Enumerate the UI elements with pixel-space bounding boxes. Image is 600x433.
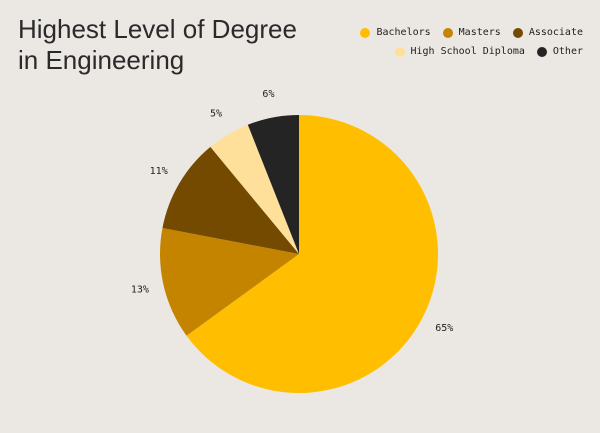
pie-label-bachelors: 65% <box>435 323 453 334</box>
pie-label-other: 6% <box>262 89 274 100</box>
pie-label-masters: 13% <box>131 285 149 296</box>
pie-slice-other <box>247 115 299 254</box>
legend-swatch-masters <box>442 27 453 38</box>
pie-slice-bachelors <box>186 115 439 394</box>
chart-title-line-1: Highest Level of Degree <box>18 14 297 44</box>
pie-slice-masters <box>159 227 299 336</box>
legend-item-bachelors: Bachelors <box>360 27 431 38</box>
pie-slice-high-school-diploma <box>210 124 299 254</box>
legend-swatch-associate <box>512 27 523 38</box>
pie-label-high-school-diploma: 5% <box>210 109 222 120</box>
legend-item-masters: Masters <box>442 27 501 38</box>
chart-legend: Bachelors Masters Associate High School … <box>323 27 583 57</box>
legend-swatch-high-school-diploma <box>394 46 405 57</box>
legend-swatch-bachelors <box>360 27 371 38</box>
legend-label-bachelors: Bachelors <box>376 27 431 38</box>
legend-label-masters: Masters <box>458 27 501 38</box>
legend-item-high-school-diploma: High School Diploma <box>394 46 525 57</box>
pie-slice-associate <box>162 146 299 254</box>
legend-swatch-other <box>536 46 547 57</box>
legend-label-other: Other <box>552 46 583 57</box>
legend-item-associate: Associate <box>512 27 583 38</box>
legend-label-high-school-diploma: High School Diploma <box>410 46 525 57</box>
legend-label-associate: Associate <box>528 27 583 38</box>
chart-title-line-2: in Engineering <box>18 45 185 75</box>
chart-title: Highest Level of Degree in Engineering <box>18 14 297 76</box>
pie-label-associate: 11% <box>150 166 168 177</box>
legend-item-other: Other <box>536 46 583 57</box>
